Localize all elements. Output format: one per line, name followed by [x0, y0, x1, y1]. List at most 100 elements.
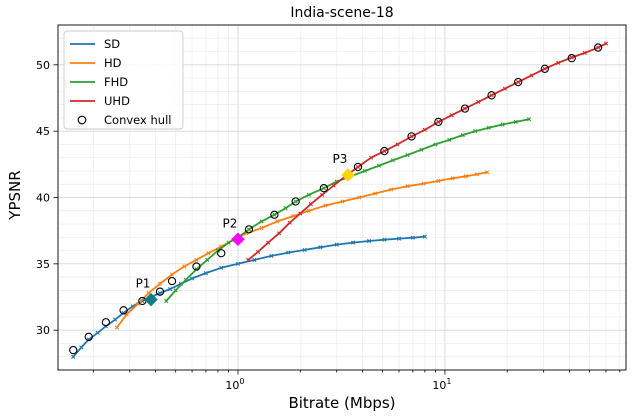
chart-title: India-scene-18 — [290, 5, 393, 21]
series-point-sd — [286, 250, 291, 255]
convex-hull-point — [270, 210, 279, 219]
legend-label-fhd: FHD — [104, 75, 128, 89]
series-point-hd — [463, 174, 468, 179]
series-point-hd — [450, 176, 455, 181]
series-point-fhd — [272, 212, 277, 217]
series-point-uhd — [287, 220, 292, 225]
series-point-fhd — [376, 163, 382, 168]
y-tick-label: 35 — [36, 258, 50, 271]
series-point-fhd — [473, 129, 478, 134]
convex-hull-point — [593, 43, 603, 52]
series-point-uhd — [582, 50, 588, 55]
plot-area: P1 P2 P3 100 101 30 35 40 45 50 SD HD FHD UHD Convex h… — [36, 24, 627, 392]
series-point-uhd — [596, 45, 601, 50]
series-point-fhd — [419, 147, 424, 152]
series-point-sd — [95, 330, 100, 335]
convex-hull-point — [380, 146, 389, 156]
series-point-fhd — [164, 298, 169, 304]
series-point-hd — [182, 264, 187, 269]
series-line-fhd — [165, 118, 530, 302]
convex-hull-point — [192, 262, 201, 271]
y-axis-ticks: 30 35 40 45 50 — [36, 59, 58, 337]
convex-hull-point — [291, 197, 300, 206]
series-point-uhd — [320, 192, 325, 197]
series-point-sd — [334, 242, 339, 247]
point-label-p3: P3 — [333, 152, 348, 166]
series-line-hd — [116, 171, 488, 329]
series-point-uhd — [556, 60, 561, 65]
series-point-hd — [259, 225, 264, 231]
point-marker-p1 — [144, 292, 158, 307]
series-point-hd — [291, 213, 296, 219]
series-point-uhd — [409, 134, 414, 139]
series-point-fhd — [173, 288, 178, 293]
series-point-sd — [219, 265, 224, 270]
series-point-sd — [113, 317, 118, 322]
series-point-sd — [235, 261, 241, 266]
series-point-fhd — [226, 240, 231, 245]
series-point-uhd — [266, 240, 271, 245]
series-point-sd — [422, 234, 427, 239]
series-point-fhd — [362, 168, 367, 174]
convex-hull-point — [434, 117, 443, 127]
series-point-fhd — [306, 192, 311, 197]
series-point-hd — [357, 195, 362, 200]
legend-label-convex-hull: Convex hull — [104, 113, 171, 127]
series-point-hd — [389, 187, 394, 192]
series-point-sd — [351, 240, 356, 245]
series-point-uhd — [489, 93, 494, 98]
legend: SD HD FHD UHD Convex hull — [63, 30, 184, 130]
series-line-uhd — [247, 42, 607, 261]
series-point-fhd — [526, 117, 532, 122]
convex-hull-point — [155, 287, 165, 296]
point-label-p1: P1 — [136, 277, 151, 291]
series-point-hd — [157, 281, 163, 286]
convex-hull-point — [487, 91, 496, 100]
series-point-hd — [323, 203, 328, 208]
y-axis-label: YPSNR — [6, 170, 24, 220]
series-point-uhd — [276, 231, 282, 236]
series-point-uhd — [476, 99, 481, 105]
series-point-uhd — [395, 142, 400, 147]
series-point-fhd — [513, 119, 518, 124]
convex-hull-point — [69, 345, 78, 355]
x-tick-exponent: 0 — [239, 377, 244, 386]
series-point-uhd — [422, 127, 427, 132]
x-tick-label: 101 — [432, 377, 451, 392]
y-tick-label: 40 — [36, 192, 50, 205]
series-point-uhd — [369, 155, 374, 160]
series-point-hd — [306, 208, 311, 213]
series-point-fhd — [390, 158, 395, 163]
series-point-hd — [194, 257, 199, 262]
series-point-sd — [168, 286, 173, 292]
series-point-uhd — [569, 55, 574, 60]
y-tick-label: 30 — [36, 324, 50, 337]
x-axis-ticks: 100 101 — [92, 370, 621, 392]
series-point-uhd — [246, 257, 251, 262]
legend-label-hd: HD — [104, 56, 122, 70]
series-point-hd — [340, 199, 345, 204]
series-point-hd — [373, 191, 378, 196]
series-point-fhd — [486, 125, 491, 130]
series-point-fhd — [500, 122, 505, 127]
convex-hull-point — [460, 104, 470, 113]
series-point-uhd — [331, 183, 336, 188]
convex-hull-point — [84, 332, 93, 341]
series-point-sd — [382, 237, 387, 242]
point-marker-p2 — [231, 232, 245, 247]
series-point-hd — [421, 181, 426, 186]
series-point-uhd — [382, 148, 387, 154]
convex-hull-point — [540, 64, 549, 73]
series-point-uhd — [255, 249, 261, 254]
series-point-sd — [366, 238, 372, 244]
point-label-p2: P2 — [223, 216, 238, 230]
convex-hull-point — [167, 276, 177, 286]
series-point-sd — [189, 276, 195, 281]
series-point-uhd — [462, 106, 468, 111]
series-point-sd — [396, 236, 402, 241]
series-point-fhd — [460, 133, 465, 138]
series-point-uhd — [516, 79, 521, 85]
series-point-fhd — [183, 277, 188, 282]
series-point-sd — [71, 354, 76, 359]
series-point-uhd — [502, 86, 508, 91]
